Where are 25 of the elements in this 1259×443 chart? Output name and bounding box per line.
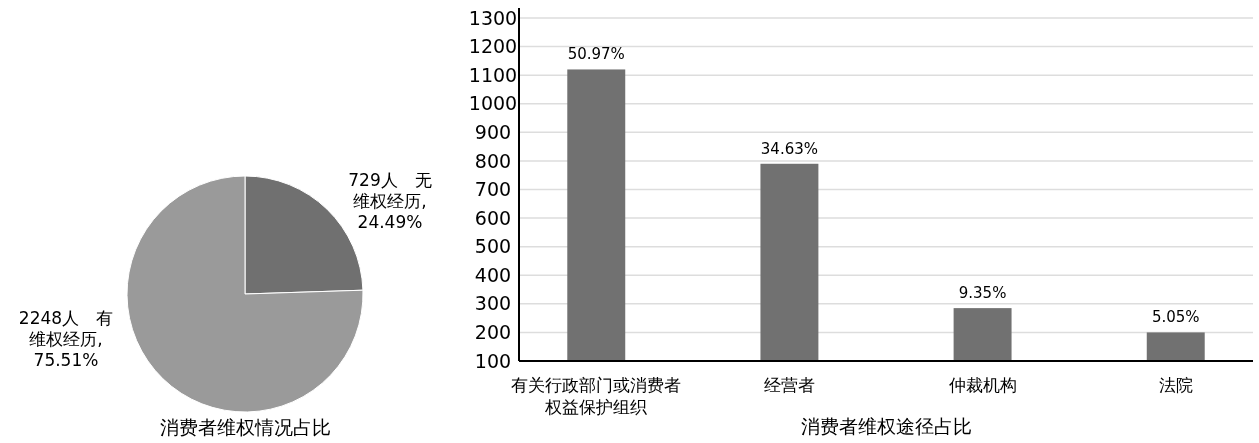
slice-label: 2248人 有维权经历, 75.51% xyxy=(18,308,114,370)
x-tick-label: 法院 xyxy=(1158,375,1193,395)
x-tick-label: 仲裁机构 xyxy=(948,375,1017,395)
y-tick-label: 600 xyxy=(474,206,512,229)
annotation: 34.63% xyxy=(760,139,819,158)
y-tick-label: 200 xyxy=(474,321,512,344)
x-axis-title: 消费者维权途径占比 xyxy=(800,415,972,437)
y-tick-label: 800 xyxy=(474,149,512,172)
y-tick-label: 400 xyxy=(474,263,512,286)
slice-label: 729人 无维权经历, 24.49% xyxy=(348,170,432,232)
text: 消费者维权情况占比 xyxy=(159,416,331,438)
y-tick-label: 1300 xyxy=(468,6,518,29)
y-tick-label: 700 xyxy=(474,178,512,201)
y-tick-label: 1100 xyxy=(468,63,518,86)
y-tick-label: 300 xyxy=(474,292,512,315)
y-tick-label: 900 xyxy=(474,120,512,143)
annotation: 5.05% xyxy=(1151,308,1200,327)
annotation: 50.97% xyxy=(567,45,625,64)
y-tick-label: 500 xyxy=(474,235,512,258)
y-tick-label: 1000 xyxy=(468,92,518,115)
y-tick-label: 1200 xyxy=(468,35,518,58)
annotation: 9.35% xyxy=(958,284,1007,303)
y-tick-label: 100 xyxy=(474,349,512,372)
x-tick-label: 有关行政部门或消费者权益保护组织 xyxy=(511,375,682,417)
x-tick-label: 经营者 xyxy=(763,375,815,395)
